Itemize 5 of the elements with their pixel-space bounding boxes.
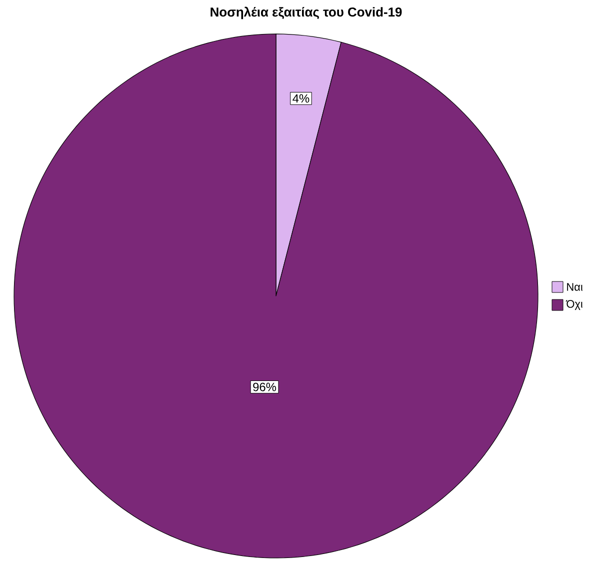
data-label: 4%: [292, 94, 310, 103]
legend-label: Όχι: [566, 300, 583, 310]
data-label: 96%: [253, 382, 276, 392]
legend-label: Ναι: [567, 283, 583, 291]
chart-title: Νοσηλέια εξαιτίας του Covid-19: [210, 6, 402, 20]
